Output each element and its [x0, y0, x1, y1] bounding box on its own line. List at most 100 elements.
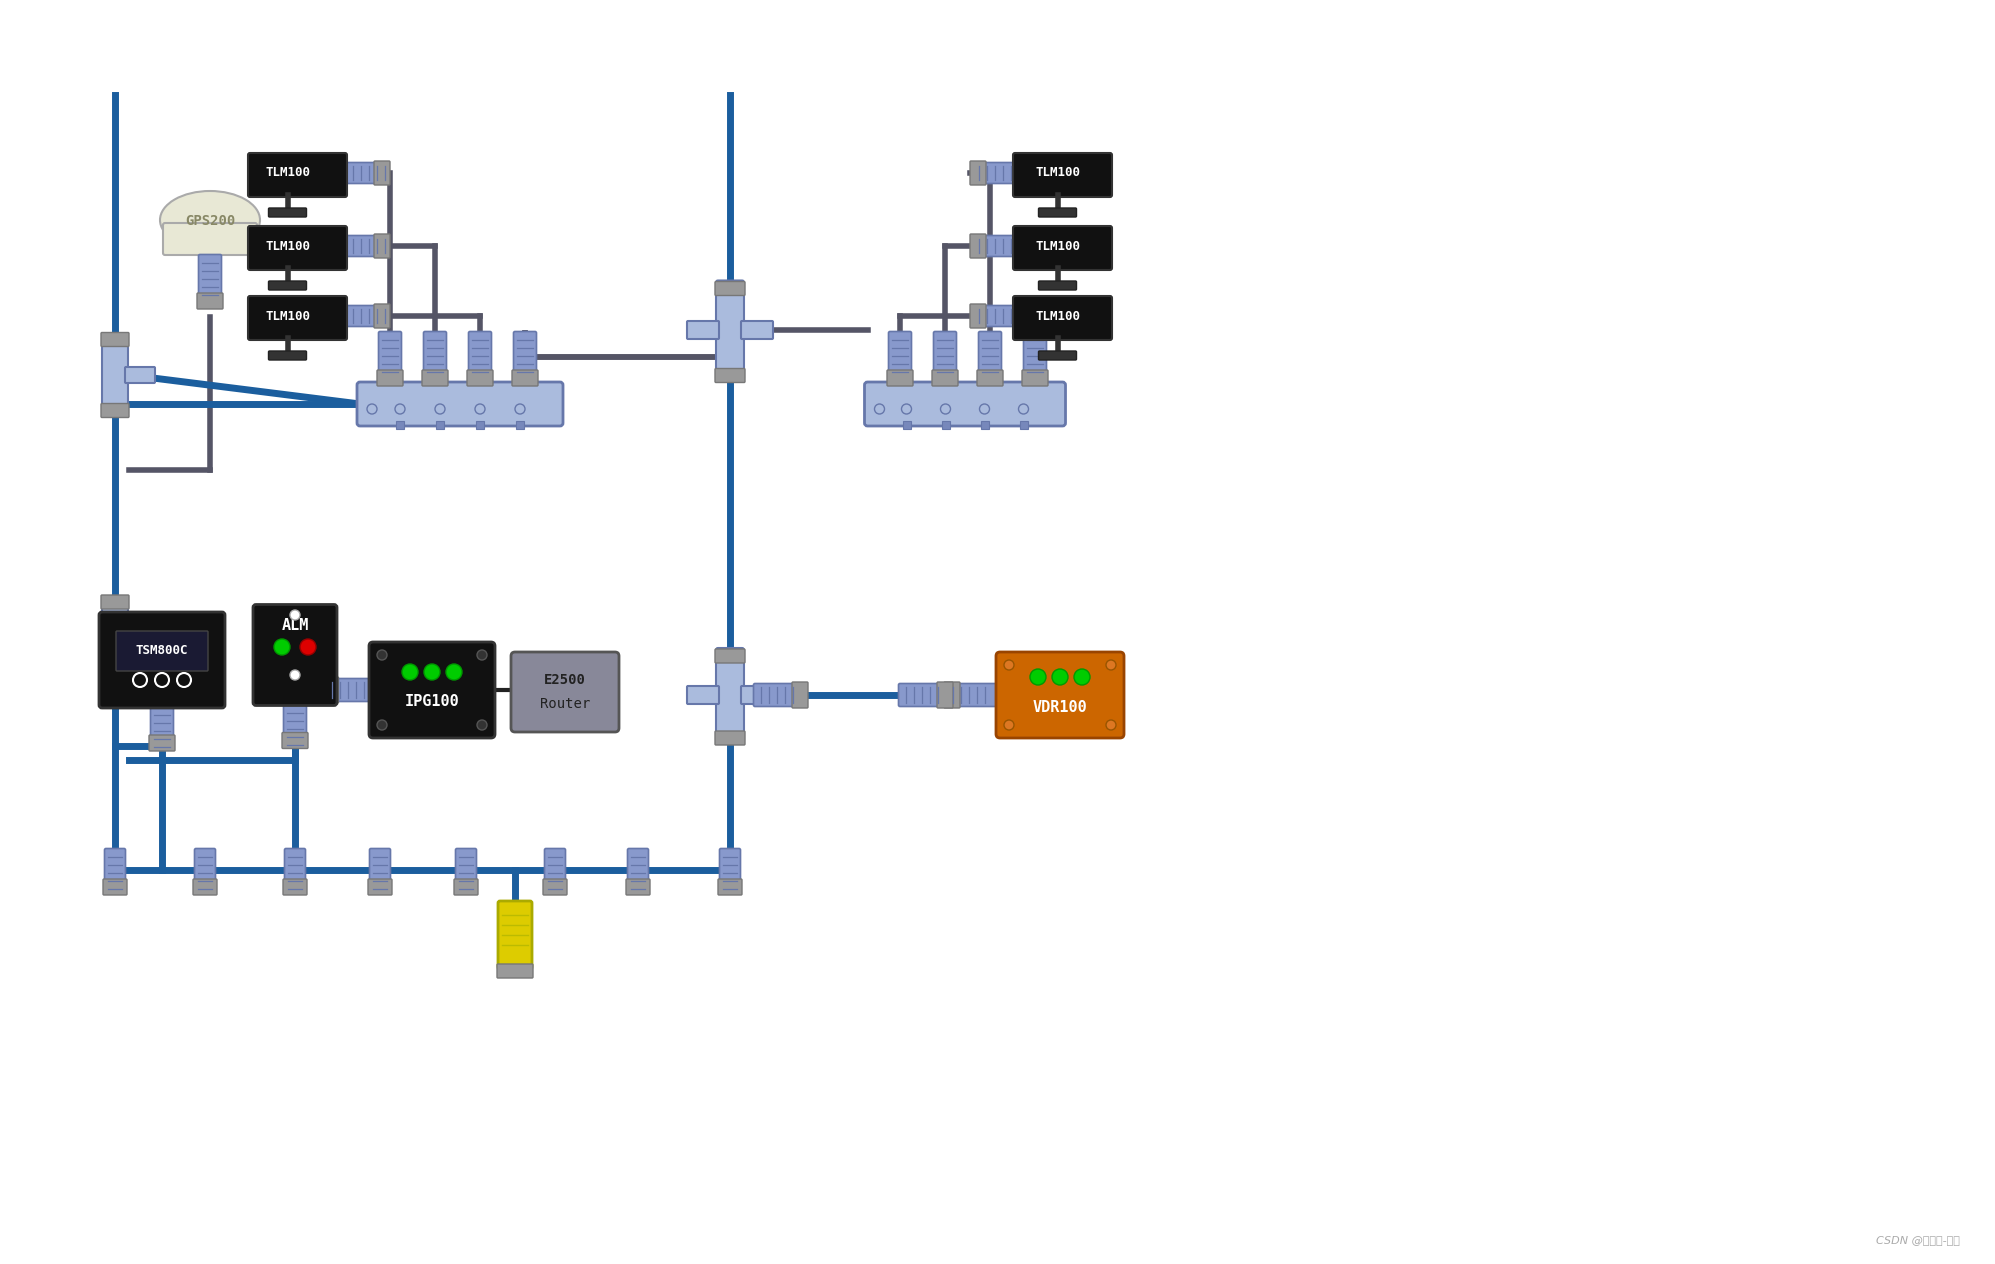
- FancyBboxPatch shape: [686, 686, 718, 704]
- FancyBboxPatch shape: [373, 234, 389, 258]
- FancyBboxPatch shape: [970, 161, 986, 185]
- Circle shape: [425, 664, 441, 680]
- Text: E2500: E2500: [545, 672, 587, 688]
- FancyBboxPatch shape: [104, 878, 128, 895]
- FancyBboxPatch shape: [1039, 281, 1077, 289]
- FancyBboxPatch shape: [714, 282, 744, 296]
- FancyBboxPatch shape: [345, 163, 389, 183]
- FancyBboxPatch shape: [423, 370, 449, 386]
- FancyBboxPatch shape: [247, 296, 347, 340]
- FancyBboxPatch shape: [194, 878, 217, 895]
- FancyBboxPatch shape: [714, 369, 744, 383]
- Circle shape: [299, 640, 315, 655]
- FancyBboxPatch shape: [247, 153, 347, 197]
- FancyBboxPatch shape: [740, 321, 772, 339]
- FancyBboxPatch shape: [513, 331, 537, 383]
- FancyBboxPatch shape: [194, 848, 215, 891]
- FancyBboxPatch shape: [686, 321, 718, 339]
- FancyBboxPatch shape: [379, 331, 401, 383]
- Circle shape: [1029, 669, 1045, 685]
- FancyBboxPatch shape: [126, 632, 156, 648]
- FancyBboxPatch shape: [283, 878, 307, 895]
- FancyBboxPatch shape: [373, 305, 389, 327]
- Circle shape: [1003, 720, 1013, 731]
- FancyBboxPatch shape: [499, 901, 533, 969]
- FancyBboxPatch shape: [455, 848, 477, 891]
- FancyBboxPatch shape: [716, 648, 744, 742]
- FancyBboxPatch shape: [545, 848, 565, 891]
- FancyBboxPatch shape: [716, 281, 744, 379]
- FancyBboxPatch shape: [714, 731, 744, 744]
- FancyBboxPatch shape: [367, 878, 391, 895]
- FancyBboxPatch shape: [467, 370, 493, 386]
- Text: TLM100: TLM100: [265, 310, 309, 322]
- FancyBboxPatch shape: [714, 648, 744, 664]
- Text: TLM100: TLM100: [1035, 167, 1079, 179]
- FancyBboxPatch shape: [164, 222, 257, 255]
- FancyBboxPatch shape: [126, 367, 156, 383]
- FancyBboxPatch shape: [1023, 331, 1047, 383]
- Ellipse shape: [160, 191, 259, 249]
- Text: Router: Router: [541, 696, 591, 710]
- Bar: [395, 421, 405, 428]
- FancyBboxPatch shape: [150, 734, 176, 751]
- FancyBboxPatch shape: [377, 370, 403, 386]
- FancyBboxPatch shape: [513, 370, 539, 386]
- FancyBboxPatch shape: [102, 598, 128, 683]
- FancyBboxPatch shape: [281, 733, 307, 748]
- FancyBboxPatch shape: [104, 848, 126, 891]
- Circle shape: [289, 611, 299, 621]
- Circle shape: [447, 664, 463, 680]
- FancyBboxPatch shape: [283, 704, 307, 744]
- Circle shape: [377, 720, 387, 731]
- FancyBboxPatch shape: [792, 683, 808, 708]
- FancyBboxPatch shape: [970, 305, 986, 327]
- FancyBboxPatch shape: [628, 848, 648, 891]
- FancyBboxPatch shape: [511, 652, 618, 732]
- FancyBboxPatch shape: [944, 683, 960, 708]
- FancyBboxPatch shape: [934, 331, 956, 383]
- FancyBboxPatch shape: [497, 964, 533, 978]
- Circle shape: [289, 670, 299, 680]
- FancyBboxPatch shape: [345, 306, 389, 326]
- FancyBboxPatch shape: [972, 306, 1015, 326]
- FancyBboxPatch shape: [543, 878, 567, 895]
- FancyBboxPatch shape: [253, 604, 337, 705]
- FancyBboxPatch shape: [469, 331, 491, 383]
- Bar: [517, 421, 525, 428]
- Circle shape: [477, 720, 487, 731]
- FancyBboxPatch shape: [369, 848, 391, 891]
- Circle shape: [273, 640, 289, 655]
- Circle shape: [477, 650, 487, 660]
- FancyBboxPatch shape: [932, 370, 958, 386]
- Text: TLM100: TLM100: [265, 167, 309, 179]
- FancyBboxPatch shape: [369, 642, 495, 738]
- FancyBboxPatch shape: [754, 684, 806, 707]
- FancyBboxPatch shape: [864, 382, 1065, 426]
- FancyBboxPatch shape: [888, 331, 912, 383]
- FancyBboxPatch shape: [996, 652, 1123, 738]
- Circle shape: [1105, 660, 1115, 670]
- Circle shape: [1105, 720, 1115, 731]
- FancyBboxPatch shape: [1013, 296, 1111, 340]
- FancyBboxPatch shape: [938, 683, 954, 708]
- FancyBboxPatch shape: [1013, 226, 1111, 270]
- FancyBboxPatch shape: [247, 226, 347, 270]
- FancyBboxPatch shape: [1039, 351, 1077, 360]
- FancyBboxPatch shape: [100, 612, 225, 708]
- FancyBboxPatch shape: [946, 684, 999, 707]
- FancyBboxPatch shape: [102, 332, 130, 346]
- FancyBboxPatch shape: [102, 595, 130, 609]
- Text: TLM100: TLM100: [1035, 310, 1079, 322]
- FancyBboxPatch shape: [323, 678, 339, 703]
- Circle shape: [377, 650, 387, 660]
- FancyBboxPatch shape: [198, 293, 223, 308]
- Circle shape: [1073, 669, 1089, 685]
- Text: IPG100: IPG100: [405, 694, 459, 709]
- FancyBboxPatch shape: [970, 234, 986, 258]
- Text: VDR100: VDR100: [1033, 699, 1087, 714]
- Circle shape: [1003, 660, 1013, 670]
- Bar: [477, 421, 485, 428]
- Bar: [902, 421, 910, 428]
- Circle shape: [403, 664, 419, 680]
